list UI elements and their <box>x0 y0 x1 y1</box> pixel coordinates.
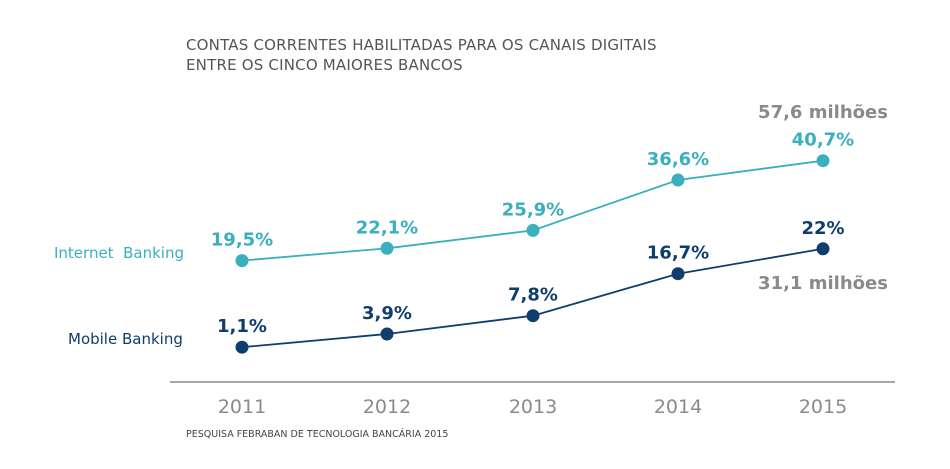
mobile-banking-point-2011 <box>235 340 249 354</box>
mobile-banking-total: 31,1 milhões <box>758 273 888 294</box>
x-tick-label-2012: 2012 <box>363 396 411 418</box>
internet-banking-point-2013 <box>526 223 540 237</box>
internet-banking-data-label-2011: 19,5% <box>211 230 273 251</box>
mobile-banking-data-label-2012: 3,9% <box>362 303 412 324</box>
chart-title-line-1: CONTAS CORRENTES HABILITADAS PARA OS CAN… <box>186 36 657 54</box>
x-tick-label-2011: 2011 <box>218 396 266 418</box>
chart-source: PESQUISA FEBRABAN DE TECNOLOGIA BANCÁRIA… <box>186 428 448 440</box>
internet-banking-point-2014 <box>671 173 685 187</box>
internet-banking-point-2012 <box>380 241 394 255</box>
x-tick-label-2015: 2015 <box>799 396 847 418</box>
mobile-banking-point-2013 <box>526 309 540 323</box>
chart-title-line-2: ENTRE OS CINCO MAIORES BANCOS <box>186 56 463 74</box>
mobile-banking-point-2014 <box>671 267 685 281</box>
x-tick-label-2014: 2014 <box>654 396 702 418</box>
mobile-banking-data-label-2015: 22% <box>801 218 844 239</box>
mobile-banking-data-label-2013: 7,8% <box>508 285 558 306</box>
internet-banking-total: 57,6 milhões <box>758 102 888 123</box>
series-label-internet-banking: Internet Banking <box>54 244 184 262</box>
internet-banking-data-label-2012: 22,1% <box>356 217 418 238</box>
internet-banking-data-label-2014: 36,6% <box>647 149 709 170</box>
internet-banking-data-label-2013: 25,9% <box>502 199 564 220</box>
internet-banking-point-2015 <box>816 154 830 168</box>
mobile-banking-data-label-2011: 1,1% <box>217 316 267 337</box>
mobile-banking-point-2012 <box>380 327 394 341</box>
internet-banking-point-2011 <box>235 254 249 268</box>
mobile-banking-point-2015 <box>816 242 830 256</box>
series-label-mobile-banking: Mobile Banking <box>68 330 183 348</box>
internet-banking-data-label-2015: 40,7% <box>792 130 854 151</box>
mobile-banking-data-label-2014: 16,7% <box>647 243 709 264</box>
x-tick-label-2013: 2013 <box>509 396 557 418</box>
